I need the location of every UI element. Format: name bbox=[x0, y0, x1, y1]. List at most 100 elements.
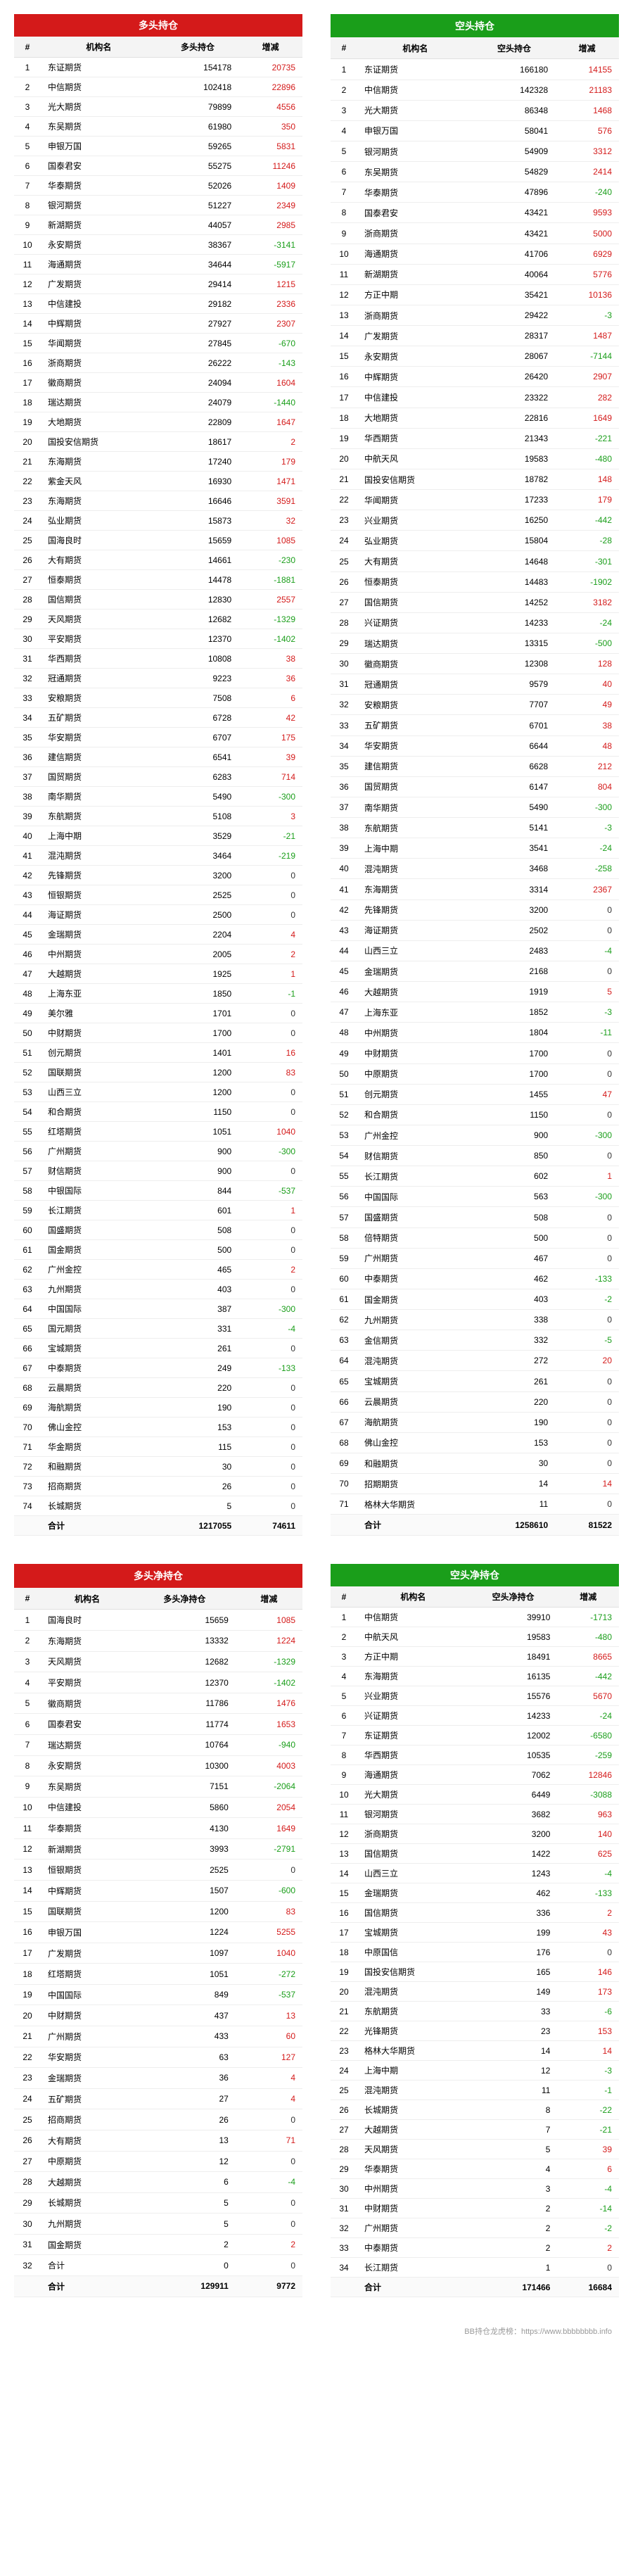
cell-chg: 71 bbox=[236, 2130, 302, 2151]
table-row: 27 中原期货 12 0 bbox=[14, 2151, 302, 2172]
table-row: 40 上海中期 3529 -21 bbox=[14, 826, 302, 846]
cell-value: 18491 bbox=[469, 1647, 558, 1667]
cell-value: 437 bbox=[134, 2005, 236, 2026]
cell-chg: 2907 bbox=[555, 367, 619, 387]
cell-idx: 62 bbox=[331, 1310, 357, 1330]
table-row: 7 瑞达期货 10764 -940 bbox=[14, 1734, 302, 1755]
cell-chg: 47 bbox=[555, 1084, 619, 1104]
cell-value: 26 bbox=[157, 1477, 238, 1496]
cell-idx: 25 bbox=[14, 531, 41, 550]
cell-idx: 15 bbox=[331, 346, 357, 367]
table-row: 61 国金期货 500 0 bbox=[14, 1240, 302, 1260]
cell-value: 336 bbox=[469, 1903, 558, 1923]
table-short_net: 空头净持仓 # 机构名 空头净持仓 增减 1 中信期货 39910 -1713 … bbox=[331, 1564, 619, 2297]
table-row: 27 恒泰期货 14478 -1881 bbox=[14, 570, 302, 590]
cell-org: 大越期货 bbox=[357, 982, 473, 1002]
cell-value: 403 bbox=[157, 1280, 238, 1299]
cell-chg: -2791 bbox=[236, 1838, 302, 1860]
cell-org: 东海期货 bbox=[357, 879, 473, 899]
table-row: 20 混沌期货 149 173 bbox=[331, 1982, 619, 2002]
table-row: 34 华安期货 6644 48 bbox=[331, 735, 619, 756]
cell-value: 462 bbox=[473, 1268, 555, 1289]
table-row: 17 宝城期货 199 43 bbox=[331, 1923, 619, 1943]
cell-value: 21343 bbox=[473, 428, 555, 448]
col-value: 多头净持仓 bbox=[134, 1588, 236, 1610]
table-row: 64 中国国际 387 -300 bbox=[14, 1299, 302, 1319]
cell-value: 26420 bbox=[473, 367, 555, 387]
cell-idx: 17 bbox=[331, 387, 357, 408]
cell-org: 长江期货 bbox=[357, 1166, 473, 1187]
cell-idx: 21 bbox=[331, 469, 357, 489]
cell-org: 先锋期货 bbox=[357, 899, 473, 920]
cell-org: 中财期货 bbox=[357, 2199, 469, 2218]
cell-org: 广发期货 bbox=[357, 326, 473, 346]
table-row: 59 广州期货 467 0 bbox=[331, 1248, 619, 1268]
cell-chg: -3 bbox=[557, 2061, 619, 2081]
cell-chg: 1040 bbox=[238, 1122, 302, 1142]
cell-org: 中信建投 bbox=[41, 1797, 134, 1818]
cell-value: 3541 bbox=[473, 838, 555, 859]
cell-chg: -219 bbox=[238, 846, 302, 866]
cell-idx: 32 bbox=[331, 2218, 357, 2238]
cell-value: 16135 bbox=[469, 1667, 558, 1686]
cell-org: 安粮期货 bbox=[41, 688, 157, 708]
table-row: 6 国泰君安 55275 11246 bbox=[14, 156, 302, 176]
cell-value: 27927 bbox=[157, 314, 238, 334]
cell-idx: 56 bbox=[331, 1187, 357, 1207]
cell-chg: -14 bbox=[557, 2199, 619, 2218]
table-row: 23 金瑞期货 36 4 bbox=[14, 2068, 302, 2089]
cell-org: 五矿期货 bbox=[41, 2088, 134, 2109]
cell-idx: 66 bbox=[14, 1339, 41, 1358]
cell-chg: 1 bbox=[555, 1166, 619, 1187]
cell-chg: -300 bbox=[555, 1125, 619, 1145]
cell-idx: 10 bbox=[14, 1797, 41, 1818]
cell-org: 国贸期货 bbox=[41, 767, 157, 787]
cell-chg: 0 bbox=[555, 961, 619, 981]
cell-idx: 37 bbox=[14, 767, 41, 787]
cell-idx: 20 bbox=[331, 448, 357, 469]
cell-idx: 69 bbox=[14, 1398, 41, 1418]
cell-org: 紫金天风 bbox=[41, 472, 157, 491]
cell-org: 中国国际 bbox=[41, 1299, 157, 1319]
cell-idx: 16 bbox=[331, 1903, 357, 1923]
cell-chg: -537 bbox=[236, 1984, 302, 2005]
cell-chg: 21183 bbox=[555, 80, 619, 100]
cell-value: 5108 bbox=[157, 807, 238, 826]
table-row: 58 倍特期货 500 0 bbox=[331, 1227, 619, 1248]
cell-value: 12 bbox=[134, 2151, 236, 2172]
cell-idx: 8 bbox=[331, 203, 357, 223]
cell-value: 12682 bbox=[134, 1651, 236, 1672]
table-row: 73 招商期货 26 0 bbox=[14, 1477, 302, 1496]
cell-chg: 1471 bbox=[238, 472, 302, 491]
cell-org: 中辉期货 bbox=[357, 367, 473, 387]
cell-idx: 17 bbox=[14, 373, 41, 393]
cell-chg: 1409 bbox=[238, 176, 302, 196]
cell-value: 1401 bbox=[157, 1043, 238, 1063]
cell-idx: 13 bbox=[14, 294, 41, 314]
cell-value: 6283 bbox=[157, 767, 238, 787]
cell-chg: -28 bbox=[555, 531, 619, 551]
table-row: 12 广发期货 29414 1215 bbox=[14, 274, 302, 294]
cell-chg: -442 bbox=[557, 1667, 619, 1686]
table-row: 15 金瑞期货 462 -133 bbox=[331, 1883, 619, 1903]
cell-org: 国投安信期货 bbox=[41, 432, 157, 452]
cell-value: 1507 bbox=[134, 1881, 236, 1902]
table-row: 68 云晨期货 220 0 bbox=[14, 1378, 302, 1398]
cell-org: 九州期货 bbox=[41, 1280, 157, 1299]
cell-value: 3682 bbox=[469, 1805, 558, 1824]
table-row: 52 国联期货 1200 83 bbox=[14, 1063, 302, 1082]
cell-org: 大有期货 bbox=[41, 2130, 134, 2151]
cell-idx: 21 bbox=[331, 2002, 357, 2021]
cell-idx: 42 bbox=[331, 899, 357, 920]
cell-org: 国泰君安 bbox=[41, 1714, 134, 1735]
cell-idx: 8 bbox=[14, 196, 41, 215]
cell-org: 兴业期货 bbox=[357, 510, 473, 531]
table-row: 50 中原期货 1700 0 bbox=[331, 1063, 619, 1084]
table-row: 27 国信期货 14252 3182 bbox=[331, 592, 619, 612]
table-row: 29 华泰期货 4 6 bbox=[331, 2159, 619, 2179]
cell-idx: 33 bbox=[331, 2238, 357, 2258]
table-row: 18 红塔期货 1051 -272 bbox=[14, 1964, 302, 1985]
cell-idx: 37 bbox=[331, 797, 357, 817]
cell-org: 华泰期货 bbox=[357, 182, 473, 203]
cell-idx: 45 bbox=[331, 961, 357, 981]
